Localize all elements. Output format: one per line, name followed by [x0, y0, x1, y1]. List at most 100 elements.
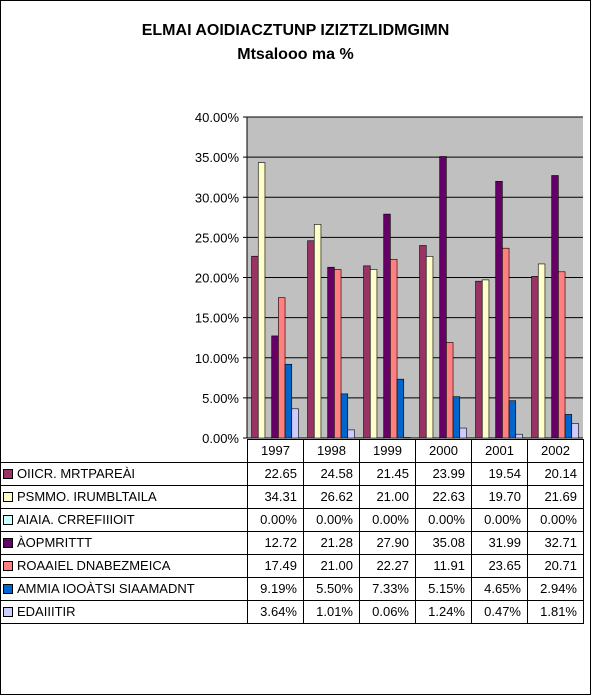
data-label: 1.01%: [303, 600, 360, 624]
data-label: 12.72: [247, 531, 304, 555]
data-label: 27.90: [359, 531, 416, 555]
legend-swatch: [3, 560, 13, 571]
bar: [334, 269, 342, 439]
category-label: 1997: [247, 439, 304, 463]
data-label: 1.24%: [415, 600, 472, 624]
bar: [313, 224, 322, 439]
data-label: 0.00%: [303, 508, 360, 532]
chart-title: ELMAI AOIDIACZTUNP IZIZTZLIDMGIMN: [141, 22, 450, 39]
legend-entry: EDAIIITIR: [0, 600, 248, 624]
data-table: 1997 1998 1999 2000 2001 2002 OIICR. MRTPAREÀI…: [0, 439, 584, 624]
bar: [419, 245, 427, 439]
data-label: 32.71: [527, 531, 584, 555]
category-label: 2000: [415, 439, 472, 463]
bar: [390, 258, 398, 439]
data-label: 34.31: [247, 485, 304, 509]
data-label: 22.63: [415, 485, 472, 509]
bar: [396, 378, 405, 439]
data-label: 0.00%: [471, 508, 528, 532]
bar: [347, 429, 355, 439]
data-label: 2.94%: [527, 577, 584, 601]
bar: [251, 255, 259, 439]
bar: [531, 276, 539, 439]
legend-entry: PSMMO. IRUMBLTAILA: [0, 485, 248, 509]
data-label: 7.33%: [359, 577, 416, 601]
bar: [564, 414, 573, 439]
data-label: 21.69: [527, 485, 584, 509]
legend-swatch: [3, 514, 13, 525]
data-label: 5.50%: [303, 577, 360, 601]
data-label: 0.47%: [471, 600, 528, 624]
category-label: 2002: [527, 439, 584, 463]
data-label: 31.99: [471, 531, 528, 555]
y-tick-label: 10.00%: [195, 351, 240, 366]
bar: [439, 156, 447, 439]
series-name: OIICR. MRTPAREÀI: [17, 466, 135, 481]
bar: [481, 279, 490, 439]
bar: [278, 297, 286, 439]
table-row: AIAIA. CRREFIIIOIT 0.00% 0.00% 0.00% 0.00% 0.…: [0, 508, 584, 532]
bar: [369, 269, 378, 439]
data-label: 23.65: [471, 554, 528, 578]
data-label: 21.00: [303, 554, 360, 578]
bar: [495, 180, 503, 439]
data-label: 23.99: [415, 462, 472, 486]
bar: [327, 266, 335, 439]
data-label: 19.54: [471, 462, 528, 486]
data-label: 4.65%: [471, 577, 528, 601]
data-label: 21.28: [303, 531, 360, 555]
legend-swatch: [3, 606, 13, 617]
data-label: 20.71: [527, 554, 584, 578]
category-label: 1999: [359, 439, 416, 463]
bar: [537, 263, 546, 439]
table-row: PSMMO. IRUMBLTAILA 34.31 26.62 21.00 22.63 19…: [0, 485, 584, 509]
series-name: AIAIA. CRREFIIIOIT: [17, 512, 135, 527]
bar: [291, 408, 299, 439]
data-label: 0.00%: [359, 508, 416, 532]
bar: [571, 423, 579, 439]
data-label: 5.15%: [415, 577, 472, 601]
data-label: 17.49: [247, 554, 304, 578]
bar: [446, 342, 454, 439]
data-label: 22.65: [247, 462, 304, 486]
y-tick-label: 25.00%: [195, 230, 240, 245]
data-label: 20.14: [527, 462, 584, 486]
bar: [307, 240, 315, 439]
table-row: EDAIIITIR 3.64% 1.01% 0.06% 1.24% 0.47% 1.81%: [0, 600, 584, 624]
data-label: 11.91: [415, 554, 472, 578]
data-label: 3.64%: [247, 600, 304, 624]
data-label: 24.58: [303, 462, 360, 486]
legend-entry: ROAAIEL DNABEZMEICA: [0, 554, 248, 578]
bar: [475, 280, 483, 439]
legend-entry: AMMIA IOOÀTSI SIAAMADNT: [0, 577, 248, 601]
table-row: OIICR. MRTPAREÀI 22.65 24.58 21.45 23.99 19.5…: [0, 462, 584, 486]
data-label: 1.81%: [527, 600, 584, 624]
legend-swatch: [3, 583, 13, 594]
table-corner: [0, 439, 248, 463]
y-tick-label: 35.00%: [195, 150, 240, 165]
bar: [515, 433, 523, 439]
category-label: 1998: [303, 439, 360, 463]
category-label: 2001: [471, 439, 528, 463]
table-row: ROAAIEL DNABEZMEICA 17.49 21.00 22.27 11.91 2…: [0, 554, 584, 578]
table-header-row: 1997 1998 1999 2000 2001 2002: [0, 439, 584, 463]
y-axis-ticks: 0.00%5.00%10.00%15.00%20.00%25.00%30.00%…: [195, 110, 248, 446]
bar: [551, 175, 559, 439]
data-label: 0.00%: [415, 508, 472, 532]
bar: [383, 213, 391, 439]
y-tick-label: 15.00%: [195, 311, 240, 326]
bar: [340, 393, 349, 439]
data-label: 35.08: [415, 531, 472, 555]
y-tick-label: 40.00%: [195, 110, 240, 125]
bar: [284, 363, 293, 439]
bar: [257, 162, 266, 439]
gridlines: [247, 116, 583, 439]
table-row: AMMIA IOOÀTSI SIAAMADNT 9.19% 5.50% 7.33% 5.…: [0, 577, 584, 601]
series-name: EDAIIITIR: [17, 604, 76, 619]
legend-entry: ÀOPMRITTT: [0, 531, 248, 555]
data-label: 0.06%: [359, 600, 416, 624]
series-name: ROAAIEL DNABEZMEICA: [17, 558, 171, 573]
series-name: ÀOPMRITTT: [17, 535, 93, 550]
data-label: 21.45: [359, 462, 416, 486]
data-label: 0.00%: [247, 508, 304, 532]
